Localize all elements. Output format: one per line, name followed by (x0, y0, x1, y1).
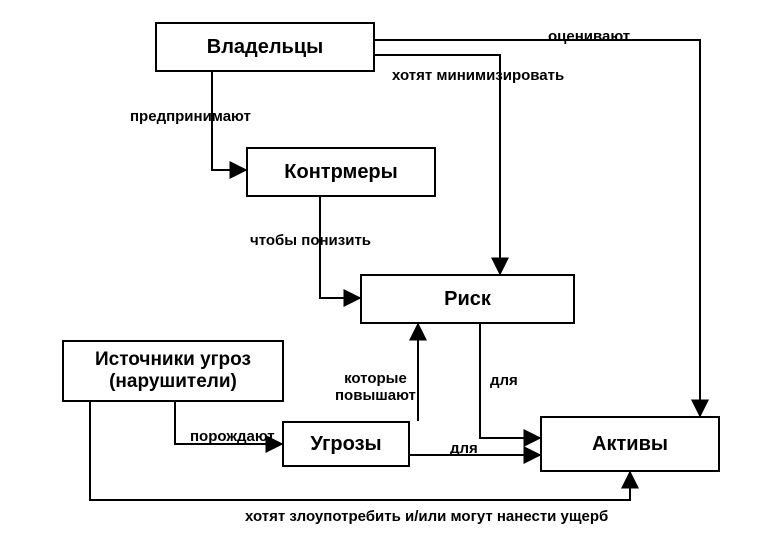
node-threat-sources-label: Источники угроз (нарушители) (95, 349, 251, 393)
label-counter-to-risk: чтобы понизить (250, 232, 371, 249)
label-owners-to-assets: оценивают (548, 28, 630, 45)
label-owners-to-counter: предпринимают (130, 108, 251, 125)
node-risk: Риск (360, 274, 575, 324)
label-risk-to-assets: для (490, 372, 518, 389)
node-owners-label: Владельцы (207, 36, 323, 59)
node-threats-label: Угрозы (310, 433, 381, 456)
node-risk-label: Риск (444, 288, 491, 311)
label-threats-to-assets: для (450, 440, 478, 457)
node-assets-label: Активы (592, 433, 668, 456)
label-sources-to-assets: хотят злоупотребить и/или могут нанести … (245, 508, 608, 525)
node-countermeasures-label: Контрмеры (284, 161, 397, 184)
node-owners: Владельцы (155, 22, 375, 72)
node-assets: Активы (540, 416, 720, 472)
label-threats-to-risk: которые повышают (335, 370, 416, 405)
label-owners-to-risk: хотят минимизировать (392, 67, 564, 84)
diagram-canvas: Владельцы Контрмеры Риск Источники угроз… (0, 0, 765, 552)
node-countermeasures: Контрмеры (246, 147, 436, 197)
edge-owners-to-assets (375, 40, 700, 416)
node-threat-sources: Источники угроз (нарушители) (62, 340, 284, 402)
label-sources-to-threats: порождают (190, 428, 275, 445)
node-threats: Угрозы (282, 421, 410, 467)
